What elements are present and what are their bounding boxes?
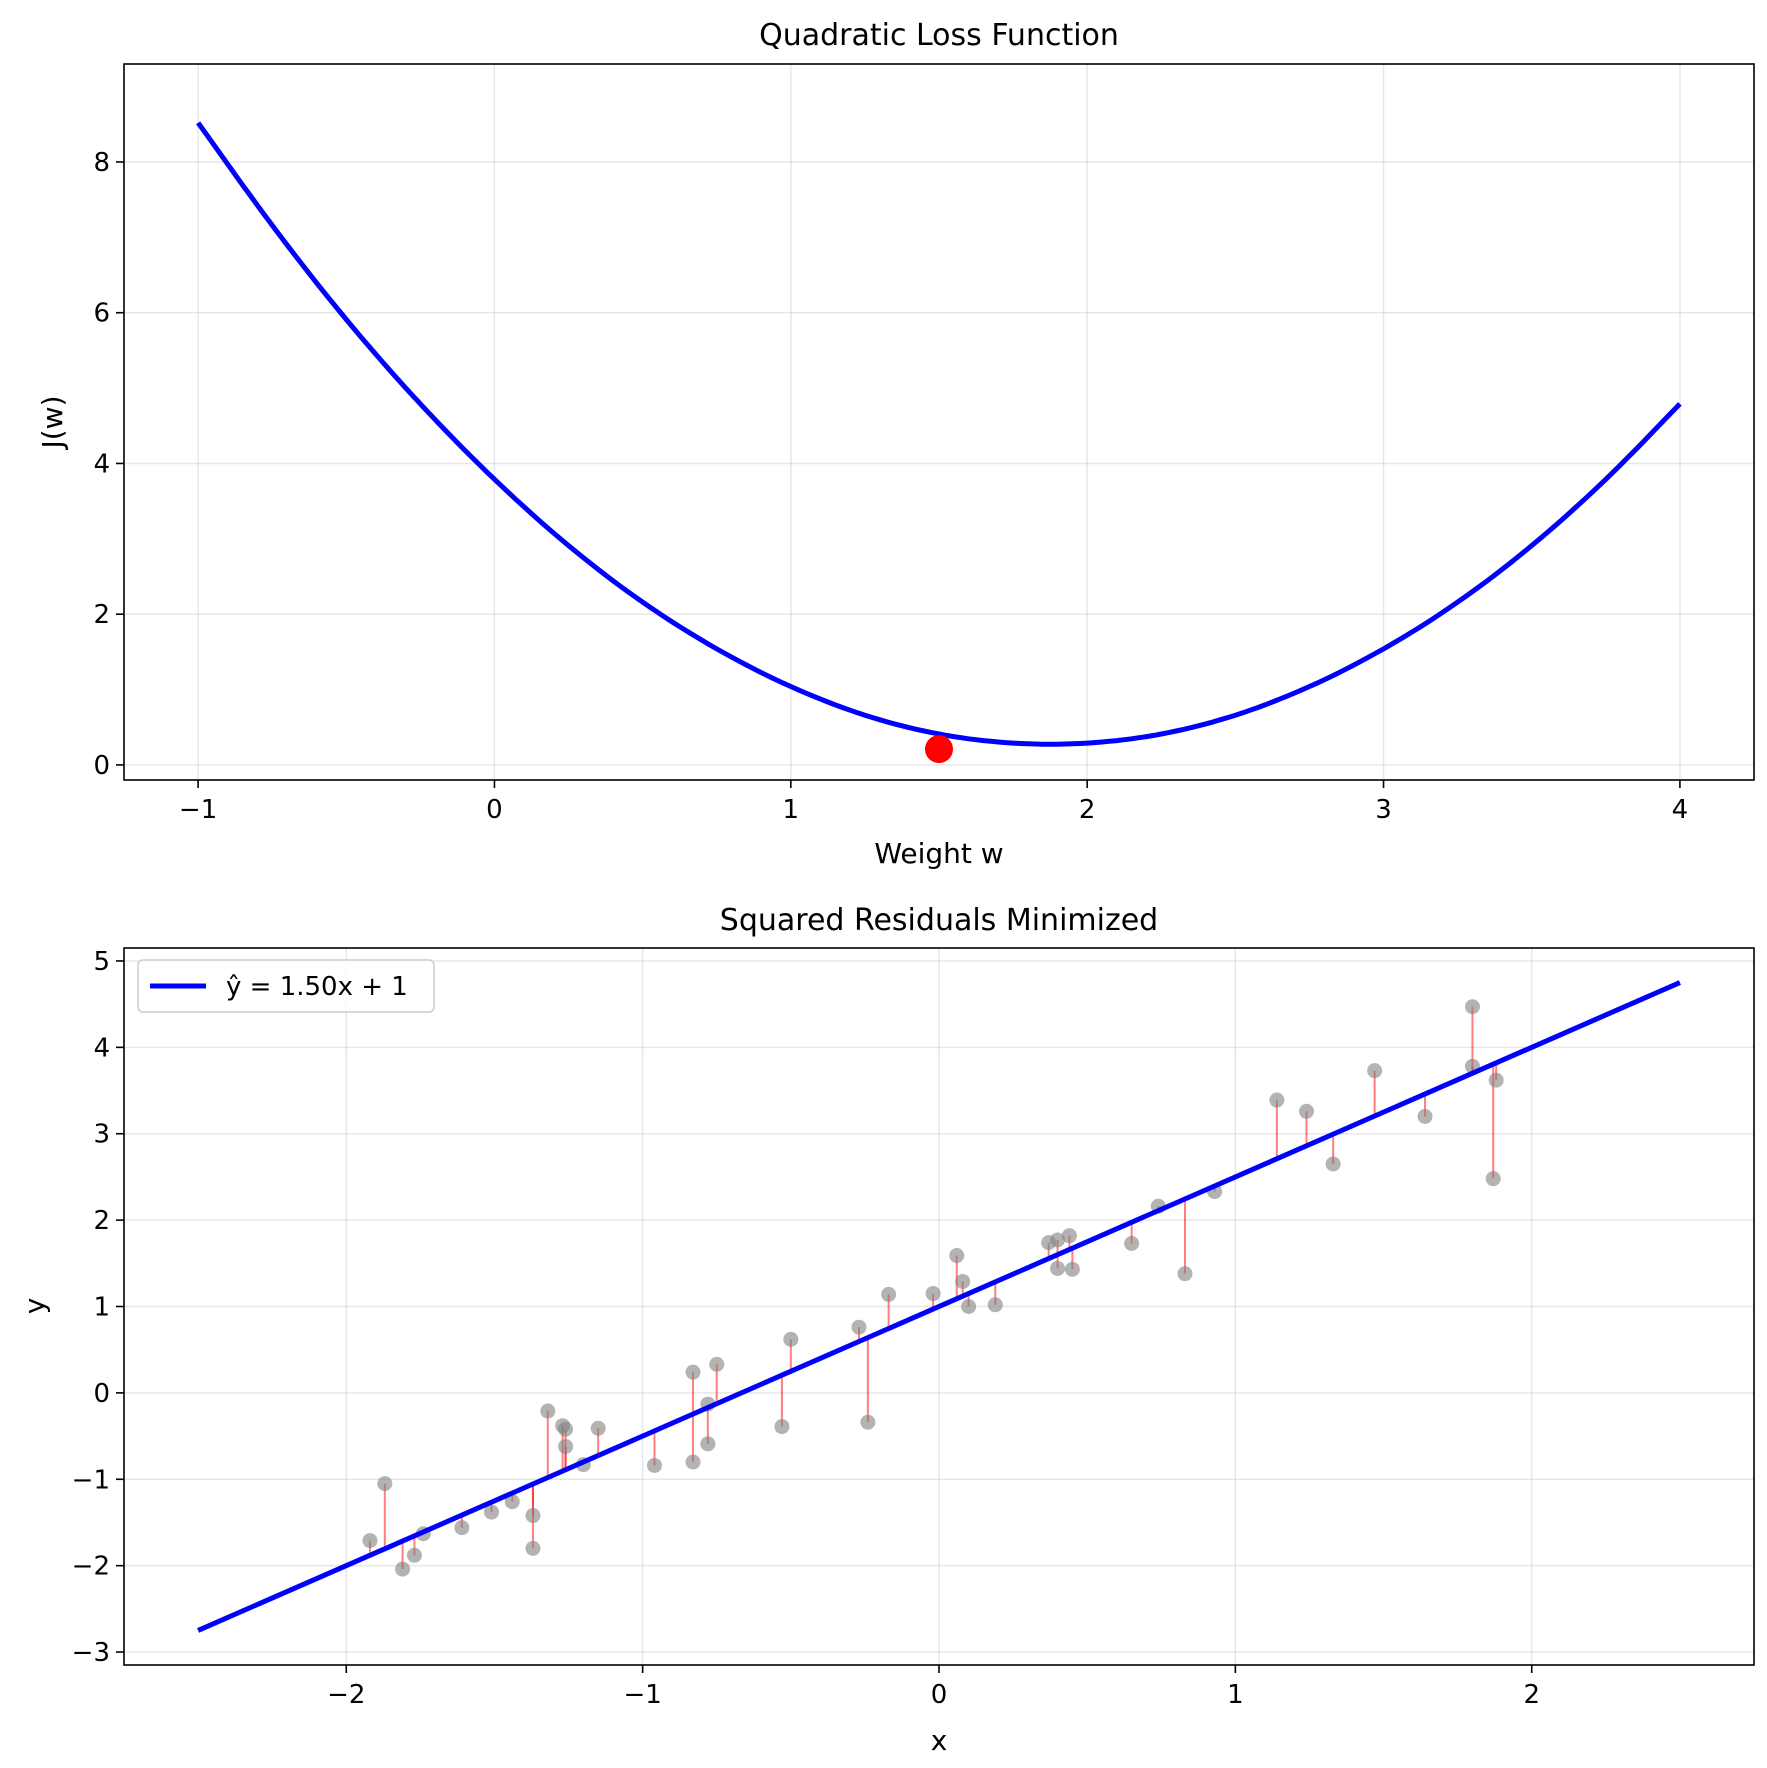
residuals-y-tick-label: 3: [93, 1120, 110, 1150]
loss-grid: [124, 64, 1754, 780]
data-point: [540, 1403, 556, 1419]
residuals-ticks: −2 −1 0 1 2 −3 −2 −1 0 1 2 3 4 5: [72, 947, 1540, 1710]
residuals-chart-title: Squared Residuals Minimized: [720, 903, 1158, 938]
fit-line: [197, 980, 1681, 1633]
data-point: [881, 1286, 897, 1302]
data-point: [558, 1421, 574, 1437]
residuals-x-axis-label: x: [931, 1724, 948, 1757]
residuals-plot-area: [197, 980, 1681, 1633]
residuals-y-tick-label: 2: [93, 1206, 110, 1236]
residuals-x-tick-label: 1: [1227, 1680, 1244, 1710]
loss-ticks: −1 0 1 2 3 4 0 2 4 6 8: [93, 148, 1688, 825]
residuals-y-axis-label: y: [18, 1298, 51, 1315]
residuals-y-tick-label: −3: [72, 1638, 110, 1668]
residuals-y-tick-label: 1: [93, 1293, 110, 1323]
data-point: [1177, 1266, 1193, 1282]
data-point: [1488, 1072, 1504, 1088]
loss-y-axis-label: J(w): [36, 395, 69, 450]
data-point: [925, 1286, 941, 1302]
residuals-y-tick-label: −2: [72, 1552, 110, 1582]
data-point: [1417, 1108, 1433, 1124]
data-point: [525, 1508, 541, 1524]
data-point: [987, 1297, 1003, 1313]
data-point: [1367, 1063, 1383, 1079]
data-point: [1050, 1232, 1066, 1248]
residuals-x-tick-label: −1: [623, 1680, 661, 1710]
loss-y-tick-label: 4: [93, 449, 110, 479]
loss-y-tick-label: 8: [93, 148, 110, 178]
data-point: [1064, 1261, 1080, 1277]
data-point: [454, 1520, 470, 1536]
residuals-x-tick-label: 2: [1523, 1680, 1540, 1710]
data-point: [1061, 1228, 1077, 1244]
data-point: [961, 1299, 977, 1314]
loss-plot-area: [196, 121, 1682, 764]
legend-box: [137, 959, 435, 1013]
data-point: [504, 1494, 520, 1510]
loss-y-tick-label: 2: [93, 600, 110, 630]
residuals-y-tick-label: 0: [93, 1379, 110, 1409]
residuals-x-tick-label: −2: [327, 1680, 365, 1710]
data-point: [955, 1273, 971, 1289]
legend-entry-fit: ŷ = 1.50x + 1: [226, 972, 408, 1002]
residuals-y-tick-label: 5: [93, 947, 110, 977]
loss-x-tick-label: −1: [179, 795, 217, 825]
loss-y-tick-label: 6: [93, 299, 110, 329]
data-point: [860, 1414, 876, 1430]
residuals-grid: [124, 948, 1754, 1665]
data-point: [590, 1420, 606, 1436]
legend: ŷ = 1.50x + 1: [137, 959, 435, 1013]
loss-chart-title: Quadratic Loss Function: [759, 18, 1119, 53]
loss-x-tick-label: 3: [1375, 795, 1392, 825]
loss-axes-frame: [123, 63, 1755, 781]
residuals-chart: −2 −1 0 1 2 −3 −2 −1 0 1 2 3 4 5 Squared Residuals Mi…: [18, 903, 1755, 1757]
data-point: [1050, 1260, 1066, 1276]
data-point: [406, 1547, 422, 1563]
data-point: [700, 1436, 716, 1452]
loss-x-tick-label: 2: [1079, 795, 1096, 825]
data-point: [685, 1364, 701, 1380]
data-point: [1464, 999, 1480, 1015]
residuals-y-tick-label: −1: [72, 1465, 110, 1495]
data-point: [1124, 1235, 1140, 1251]
minimum-point: [925, 735, 953, 764]
loss-x-tick-label: 0: [486, 795, 503, 825]
data-point: [646, 1457, 662, 1473]
data-point: [685, 1454, 701, 1470]
loss-x-tick-label: 1: [783, 795, 800, 825]
loss-x-axis-label: Weight w: [874, 837, 1003, 870]
data-point: [1485, 1171, 1501, 1187]
loss-x-tick-label: 4: [1672, 795, 1689, 825]
data-point: [362, 1533, 378, 1549]
data-point: [395, 1561, 411, 1577]
data-point: [1298, 1103, 1314, 1119]
data-point: [851, 1319, 867, 1335]
residuals-y-tick-label: 4: [93, 1033, 110, 1063]
data-point: [525, 1540, 541, 1556]
data-point: [949, 1248, 965, 1264]
loss-chart: −1 0 1 2 3 4 0 2 4 6 8 Quadratic Loss Function Wei…: [36, 18, 1755, 870]
data-point: [558, 1438, 574, 1454]
residuals-x-tick-label: 0: [931, 1680, 948, 1710]
loss-curve: [196, 121, 1682, 747]
data-point: [483, 1504, 499, 1520]
data-point: [709, 1356, 725, 1372]
data-point: [1325, 1156, 1341, 1172]
loss-y-tick-label: 0: [93, 751, 110, 781]
data-point: [783, 1331, 799, 1347]
data-point: [377, 1476, 393, 1492]
data-point: [1269, 1092, 1285, 1108]
data-point: [774, 1419, 790, 1435]
